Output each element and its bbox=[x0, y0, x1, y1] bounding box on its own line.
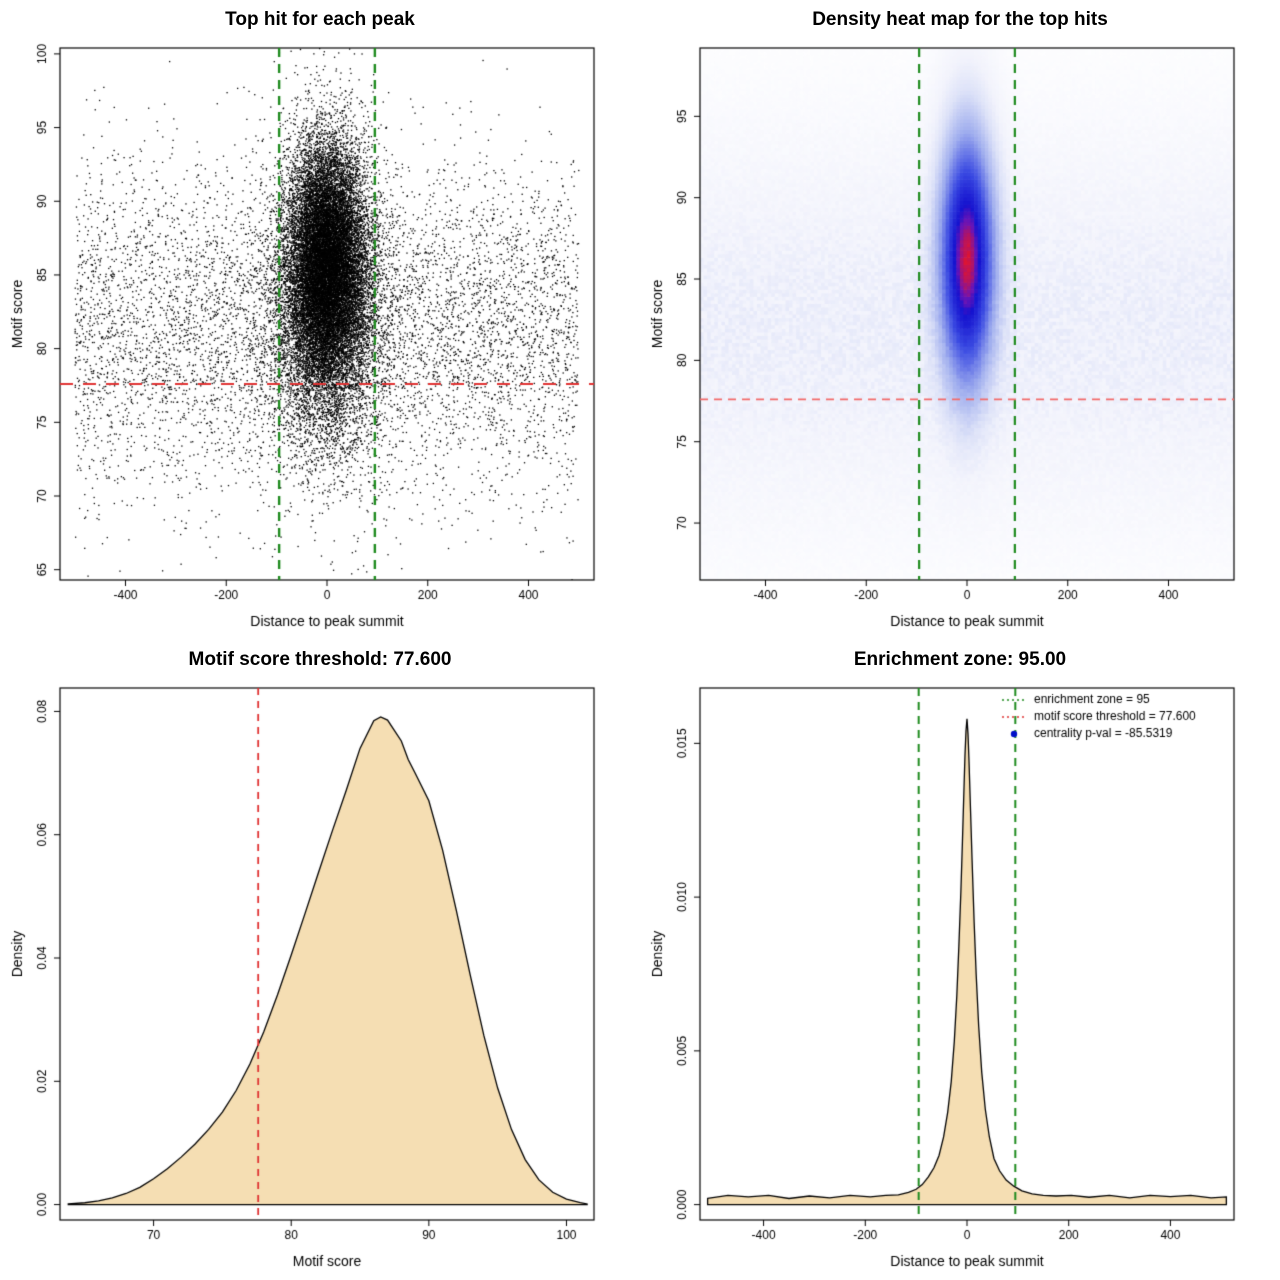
panel-enrichment-zone-density: Enrichment zone: 95.00 bbox=[640, 640, 1280, 1280]
panel-motif-score-density: Motif score threshold: 77.600 bbox=[0, 640, 640, 1280]
heatmap-canvas bbox=[640, 40, 1280, 640]
motif-score-density-canvas bbox=[0, 680, 640, 1280]
chart-title-scatter: Top hit for each peak bbox=[225, 9, 415, 30]
panel-density-heatmap: Density heat map for the top hits bbox=[640, 0, 1280, 640]
chart-title-heatmap: Density heat map for the top hits bbox=[812, 9, 1108, 30]
chart-title-enrichment: Enrichment zone: 95.00 bbox=[853, 649, 1067, 670]
enrichment-zone-density-canvas bbox=[640, 680, 1280, 1280]
chart-title-motif-density: Motif score threshold: 77.600 bbox=[188, 649, 452, 670]
scatter-plot-canvas bbox=[0, 40, 640, 640]
panel-top-hit-scatter: Top hit for each peak bbox=[0, 0, 640, 640]
